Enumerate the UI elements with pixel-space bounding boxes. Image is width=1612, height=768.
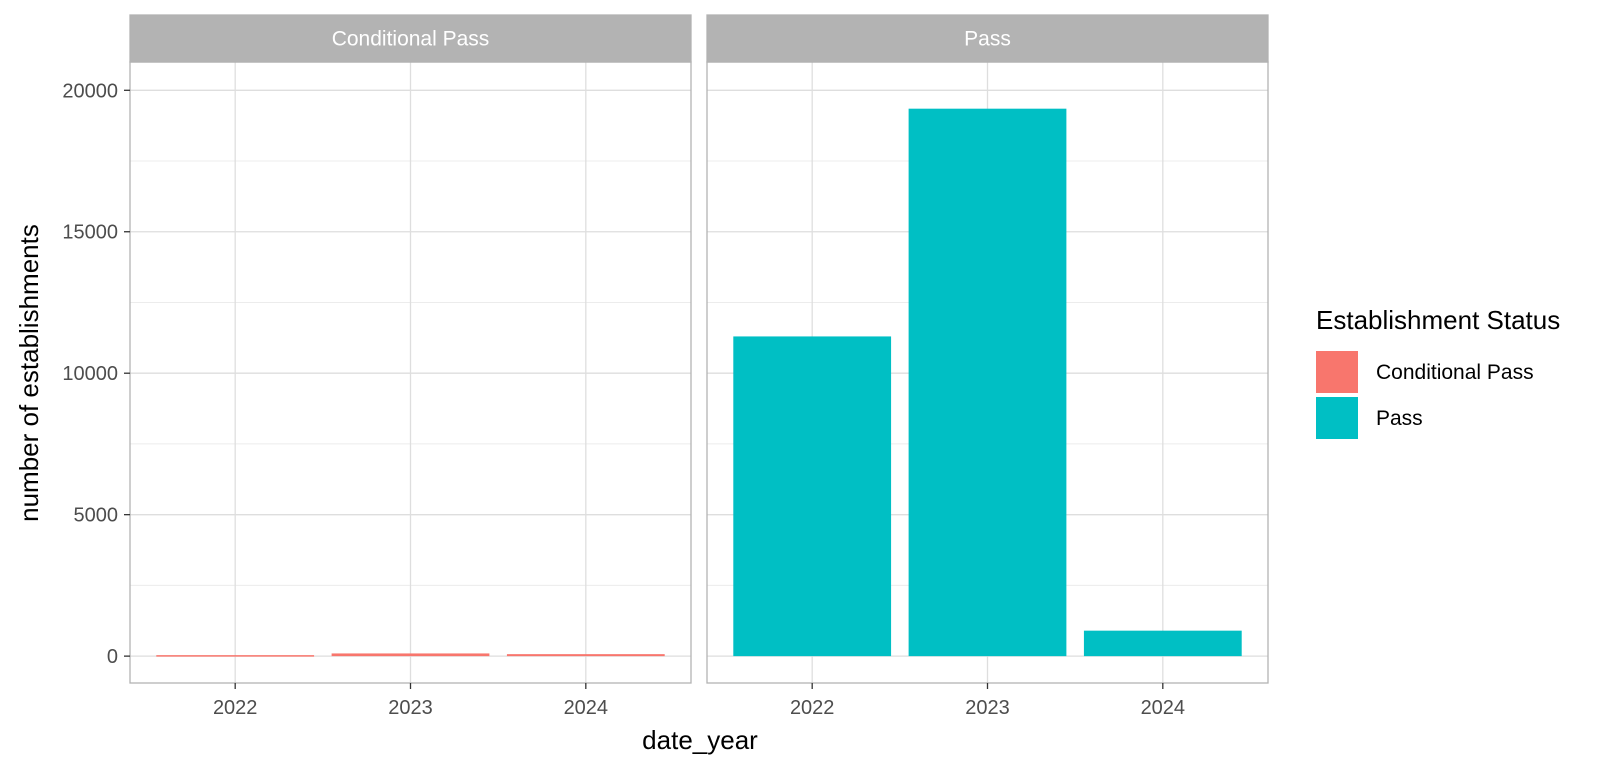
facet-strip xyxy=(129,14,692,63)
x-tick-label: 2023 xyxy=(388,697,433,719)
facet-strip xyxy=(706,14,1269,63)
y-tick-label: 20000 xyxy=(62,80,118,102)
legend-label: Conditional Pass xyxy=(1376,361,1534,384)
x-tick-label: 2024 xyxy=(564,697,609,719)
bar xyxy=(156,655,315,657)
facet-strip-label: Pass xyxy=(964,28,1011,51)
legend-key xyxy=(1316,351,1358,393)
x-tick-label: 2022 xyxy=(790,697,835,719)
legend-title: Establishment Status xyxy=(1316,305,1560,335)
legend-key xyxy=(1316,397,1358,439)
x-tick-label: 2023 xyxy=(965,697,1010,719)
y-axis: 0 5000 10000 15000 20000 xyxy=(62,80,130,668)
y-tick-label: 15000 xyxy=(62,222,118,244)
bar xyxy=(1083,630,1242,657)
x-axis: 2022 2023 2024 2022 2023 2024 xyxy=(213,683,1185,719)
facet-strip-label: Conditional Pass xyxy=(332,28,490,51)
y-tick-label: 10000 xyxy=(62,363,118,385)
bar xyxy=(733,336,892,657)
facet-panel: Pass xyxy=(706,14,1269,684)
y-tick-label: 0 xyxy=(107,646,118,668)
bar xyxy=(908,108,1067,657)
y-tick-label: 5000 xyxy=(74,505,119,527)
legend: Establishment Status Conditional Pass Pas… xyxy=(1316,305,1560,439)
x-axis-title: date_year xyxy=(642,725,758,755)
legend-label: Pass xyxy=(1376,407,1423,430)
legend-items: Conditional Pass Pass xyxy=(1316,351,1534,439)
x-tick-label: 2022 xyxy=(213,697,258,719)
bar xyxy=(506,654,665,657)
y-axis-title: number of establishments xyxy=(14,224,44,522)
facet-panel: Conditional Pass xyxy=(129,14,692,684)
facet-panels: Conditional Pass Pass xyxy=(129,14,1269,684)
x-tick-label: 2024 xyxy=(1141,697,1186,719)
bar xyxy=(331,653,490,657)
